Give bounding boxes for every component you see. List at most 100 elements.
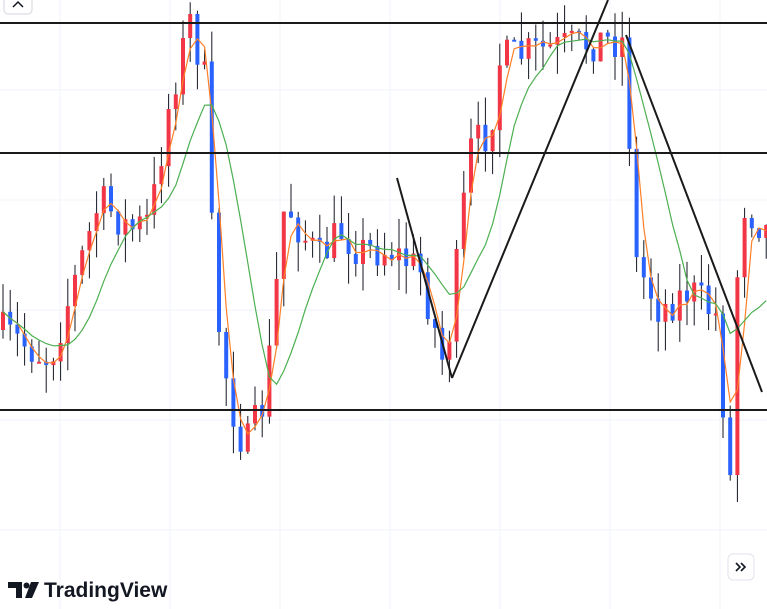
candle-body bbox=[620, 37, 625, 57]
candle-body bbox=[339, 223, 344, 239]
candle-body bbox=[706, 285, 711, 315]
candle-body bbox=[217, 212, 221, 332]
trend-line[interactable] bbox=[451, 0, 609, 379]
candle-body bbox=[130, 219, 135, 230]
candle-body bbox=[555, 37, 560, 45]
candle-body bbox=[238, 426, 243, 452]
candle-body bbox=[584, 31, 589, 50]
moving-averages bbox=[2, 31, 767, 435]
candle-body bbox=[656, 298, 661, 322]
candle-body bbox=[289, 211, 293, 218]
candle-body bbox=[382, 254, 387, 266]
candle-body bbox=[29, 346, 34, 362]
candle-body bbox=[188, 14, 193, 39]
moving-average bbox=[2, 38, 767, 386]
candle-body bbox=[670, 303, 675, 321]
candle-body bbox=[526, 38, 531, 59]
candle-body bbox=[152, 184, 157, 215]
candle-body bbox=[721, 313, 725, 418]
trend-line[interactable] bbox=[396, 177, 453, 379]
candle-body bbox=[274, 278, 279, 346]
candle-body bbox=[209, 61, 214, 213]
logo-mark bbox=[8, 582, 22, 598]
moving-average bbox=[2, 31, 767, 435]
candle-body bbox=[569, 30, 574, 34]
candle-body bbox=[447, 341, 452, 360]
candle-body bbox=[454, 248, 459, 342]
candle-body bbox=[65, 306, 70, 344]
candle-body bbox=[512, 39, 517, 42]
candle-body bbox=[37, 361, 41, 364]
candle-body bbox=[281, 211, 286, 279]
tradingview-logo: TradingView bbox=[8, 579, 168, 602]
candle-body bbox=[202, 61, 207, 65]
candle-body bbox=[548, 44, 553, 47]
candle-body bbox=[375, 245, 380, 266]
candle-body bbox=[699, 282, 704, 286]
candle-body bbox=[728, 417, 733, 476]
candle-body bbox=[94, 213, 99, 232]
candle-body bbox=[22, 333, 27, 347]
candle-body bbox=[541, 40, 545, 47]
candle-body bbox=[296, 217, 301, 243]
candle-body bbox=[461, 192, 466, 249]
candle-body bbox=[533, 38, 538, 41]
candle-body bbox=[742, 217, 747, 278]
scroll-right-button[interactable] bbox=[727, 553, 755, 581]
trend-line[interactable] bbox=[625, 34, 763, 393]
candle-body bbox=[519, 40, 524, 59]
candle-body bbox=[749, 217, 754, 229]
candle-body bbox=[137, 216, 142, 230]
candle-body bbox=[123, 219, 128, 235]
candle-body bbox=[361, 239, 365, 264]
candle-body bbox=[224, 331, 229, 379]
scroll-up-button[interactable] bbox=[3, 0, 33, 15]
candle-body bbox=[490, 130, 495, 152]
candle-body bbox=[346, 238, 351, 254]
candle-body bbox=[764, 225, 767, 238]
candle-body bbox=[80, 250, 85, 275]
logo-mark bbox=[25, 582, 39, 598]
candle-body bbox=[101, 186, 106, 214]
candle-body bbox=[476, 124, 481, 139]
candle-body bbox=[159, 166, 164, 185]
candle-body bbox=[368, 239, 373, 246]
candle-body bbox=[166, 109, 171, 167]
candle-body bbox=[562, 33, 567, 38]
candle-body bbox=[389, 254, 394, 261]
logo-text: TradingView bbox=[44, 579, 168, 602]
logo-mark bbox=[23, 582, 30, 589]
candle-body bbox=[411, 253, 416, 267]
candle-body bbox=[634, 148, 639, 258]
candle-body bbox=[325, 241, 329, 259]
candle-body bbox=[663, 303, 668, 322]
candle-body bbox=[15, 324, 20, 334]
candle-body bbox=[735, 277, 740, 476]
candle-body bbox=[649, 277, 653, 299]
candle-body bbox=[253, 405, 257, 424]
candle-body bbox=[353, 253, 358, 264]
candle-body bbox=[469, 138, 473, 193]
candle-body bbox=[433, 319, 437, 328]
candle-body bbox=[641, 257, 646, 278]
candle-body bbox=[173, 94, 178, 110]
candle-body bbox=[613, 36, 617, 57]
candle-body bbox=[425, 272, 430, 320]
candle-body bbox=[58, 343, 63, 362]
candle-body bbox=[685, 290, 689, 302]
candle-body bbox=[145, 214, 149, 217]
candle-body bbox=[757, 228, 761, 238]
candle-body bbox=[116, 211, 121, 235]
candle-body bbox=[713, 313, 718, 316]
candle-body bbox=[303, 240, 308, 243]
candle-body bbox=[627, 37, 632, 149]
candle-body bbox=[245, 423, 250, 452]
candle-body bbox=[1, 311, 5, 330]
candle-body bbox=[598, 32, 603, 62]
candle-body bbox=[605, 32, 610, 37]
candle-body bbox=[310, 237, 315, 241]
